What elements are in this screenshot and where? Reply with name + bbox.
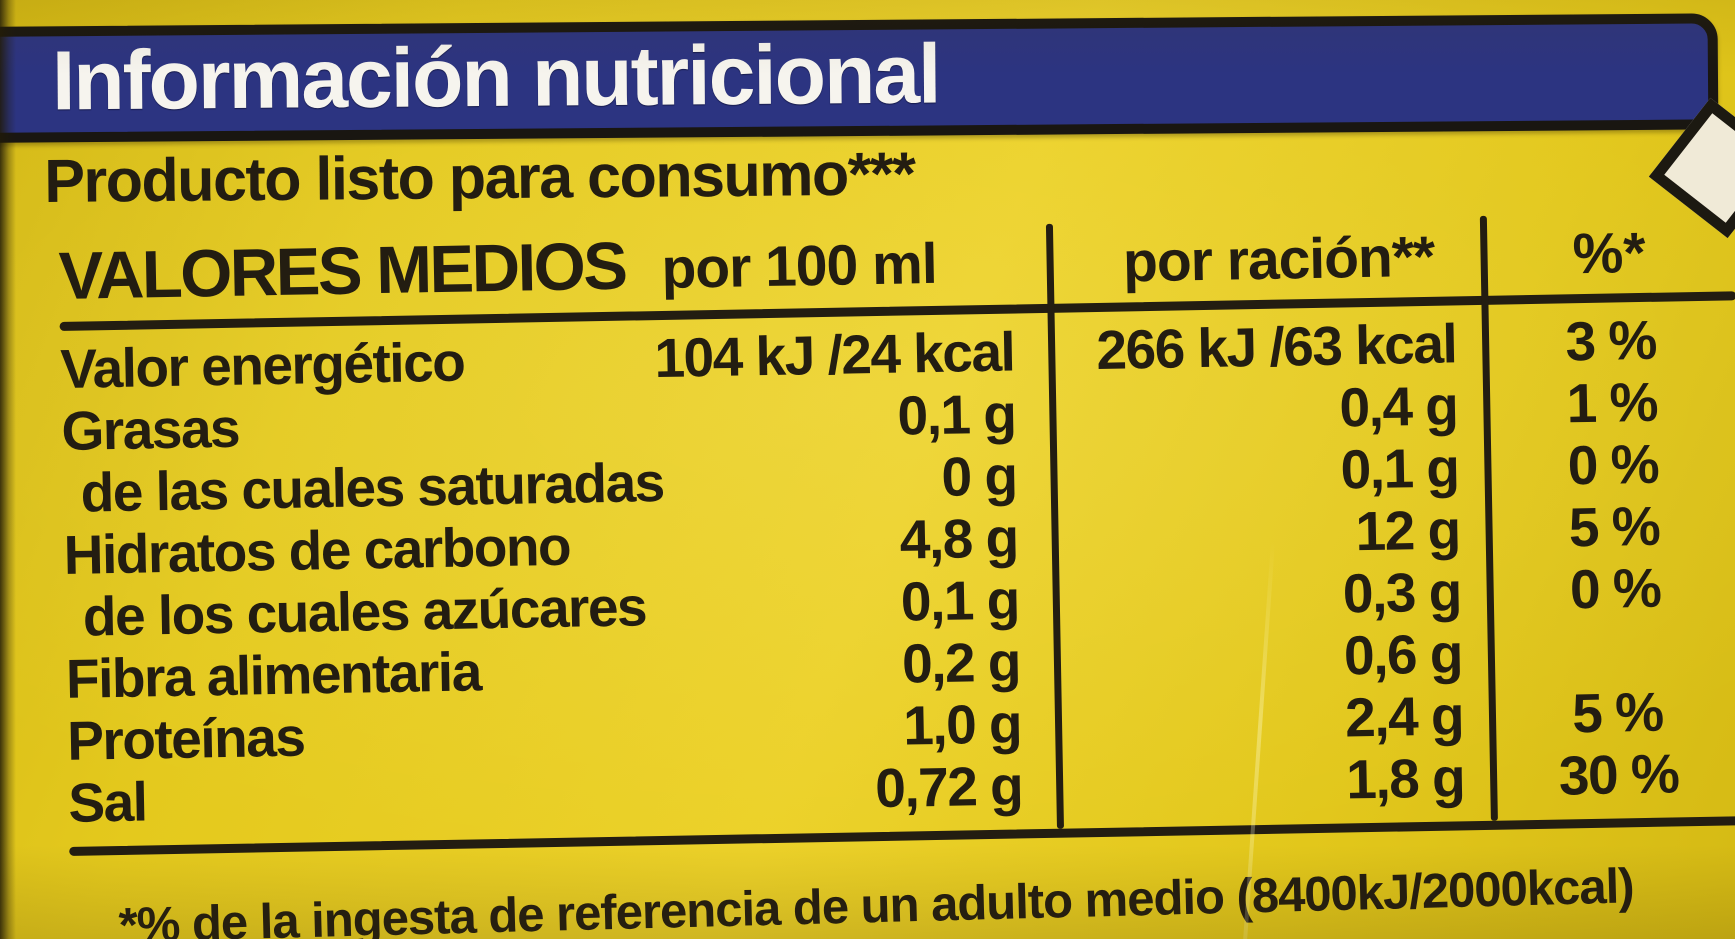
row-label: Grasas <box>60 396 240 462</box>
subtitle: Producto listo para consumo*** <box>44 139 915 215</box>
header-cell-values: VALORES MEDIOS por 100 ml <box>58 220 1049 315</box>
row-value-pct: 30 % <box>1558 742 1679 807</box>
header-percent: %* <box>1572 220 1647 287</box>
row-value-pct: 5 % <box>1568 494 1660 559</box>
row-label: Sal <box>67 770 147 834</box>
row-value-racion: 0,4 g <box>1338 374 1458 439</box>
title-banner: Información nutricional <box>0 13 1719 143</box>
page-title: Información nutricional <box>51 25 940 127</box>
row-value-pct: 5 % <box>1571 680 1664 745</box>
row-value-pct: 1 % <box>1566 370 1658 435</box>
row-value-pct <box>1490 648 1735 653</box>
row-label: Valor energético <box>59 330 465 400</box>
row-value-racion: 0,6 g <box>1343 622 1463 687</box>
row-value-pct: 0 % <box>1567 432 1659 497</box>
row-value-pct: 0 % <box>1569 556 1661 621</box>
row-value-per100: 0,72 g <box>874 754 1023 820</box>
row-value-per100: 0,2 g <box>901 630 1021 695</box>
row-value-per100: 4,8 g <box>899 506 1019 571</box>
header-per-100ml: por 100 ml <box>660 231 938 301</box>
row-label: Fibra alimentaria <box>65 640 482 710</box>
header-per-serving: por ración** <box>1122 224 1435 295</box>
row-value-racion: 266 kJ /63 kcal <box>1095 312 1457 381</box>
row-label: Hidratos de carbono <box>63 514 571 586</box>
row-value-per100: 1,0 g <box>902 692 1022 757</box>
row-value-pct: 3 % <box>1564 308 1657 373</box>
row-value-per100: 0,1 g <box>896 382 1016 447</box>
row-label: Proteínas <box>66 705 305 772</box>
row-value-racion: 2,4 g <box>1344 684 1464 749</box>
header-values-label: VALORES MEDIOS <box>58 228 627 314</box>
row-value-racion: 0,1 g <box>1340 436 1460 501</box>
nutrition-table: VALORES MEDIOS por 100 ml por ración** %… <box>58 207 1735 856</box>
row-value-per100: 0 g <box>940 444 1018 508</box>
row-value-per100: 104 kJ /24 kcal <box>653 320 1015 390</box>
row-value-per100: 0,1 g <box>900 568 1020 633</box>
row-value-racion: 1,8 g <box>1345 746 1465 811</box>
package-edge-shadow <box>0 0 16 939</box>
footnote: *% de la ingesta de referencia de un adu… <box>118 859 1635 939</box>
